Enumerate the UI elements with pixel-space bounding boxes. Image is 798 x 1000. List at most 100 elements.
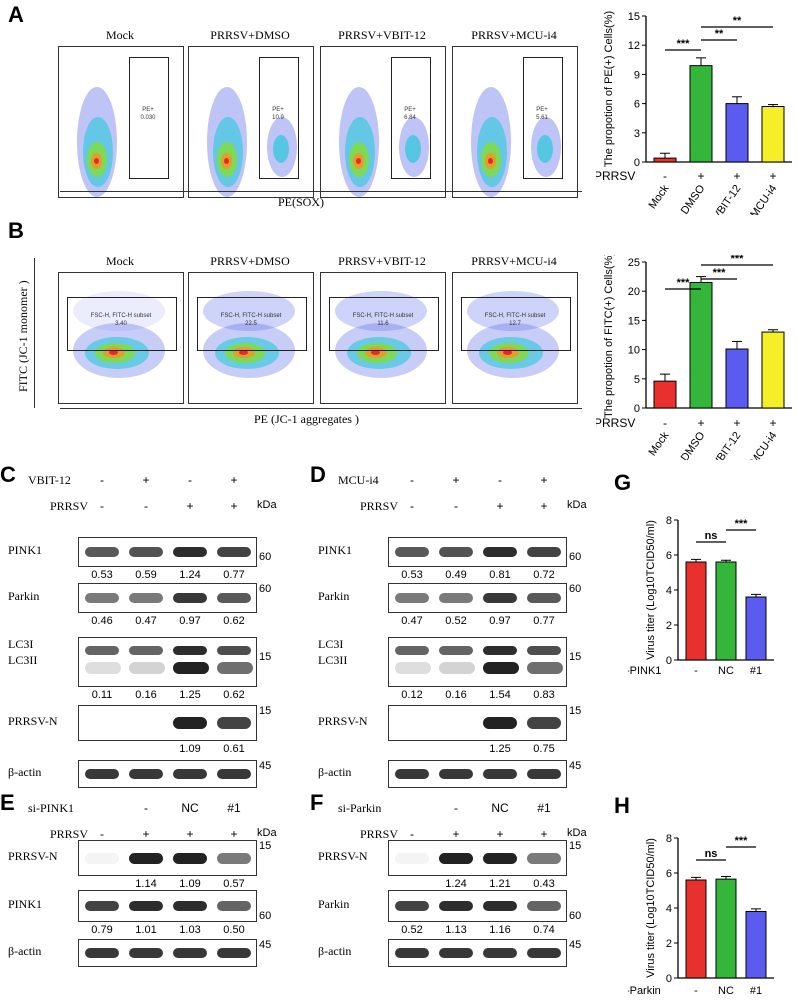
F-blot-value-0-3: 0.43	[533, 878, 555, 890]
F-band-2-1	[439, 948, 473, 958]
B-gate-value-3: 12.7	[509, 321, 521, 327]
A-bar-bar-0	[653, 157, 677, 163]
E-blot-name-1: PINK1	[8, 897, 43, 911]
C-band-0-0	[85, 547, 119, 557]
chart-g: 0 2 4 6 8 Virus titer (Log10TCID50/ml) ns *** si…	[628, 515, 774, 677]
F-band-0-0	[395, 853, 429, 864]
A-bar-category-0: Mock	[647, 182, 672, 211]
F-band-0-2	[483, 853, 517, 864]
D-blot-4	[388, 760, 567, 788]
D-blot-value-1-0: 0.47	[401, 615, 423, 627]
B-gate-1	[197, 297, 307, 351]
G-bar-bar-0	[685, 561, 707, 661]
D-blot-mw-0: 60	[569, 551, 582, 563]
A-gate-name-2: PE+	[404, 107, 416, 113]
E-blot-value-1-2: 1.03	[179, 924, 201, 936]
E-blot-mw-2: 45	[259, 939, 272, 951]
C-blot-name-4: β-actin	[8, 765, 42, 779]
D-band-2-1	[439, 646, 473, 655]
H-bar-ytick-label-3: 6	[666, 868, 672, 880]
C-band-2-0	[85, 646, 119, 655]
B-flow-title-1: PRRSV+DMSO	[210, 254, 290, 268]
A-bar-ytick-label-5: 15	[628, 11, 640, 23]
B-bar-category-0: Mock	[647, 429, 672, 458]
E-band-0-3	[217, 853, 251, 864]
F-treat1-sign-3: #1	[537, 801, 551, 815]
D-band-1-0	[395, 593, 429, 603]
A-flow-title-1: PRRSV+DMSO	[210, 28, 290, 42]
E-blot-0	[78, 840, 257, 876]
D-blot-value-0-2: 0.81	[489, 569, 511, 581]
H-bar-ylabel: Virus titer (Log10TCID50/ml)	[645, 838, 657, 978]
C-treat1-label: VBIT-12	[28, 473, 71, 487]
C-band-2-1	[129, 646, 163, 655]
E-blot-mw-1: 60	[259, 910, 272, 922]
C-band-4-3	[217, 769, 251, 779]
A-density-1-4	[224, 158, 229, 164]
B-bar-sig-label-0: ***	[677, 277, 691, 289]
D-blot-value-1-1: 0.52	[445, 615, 467, 627]
F-band-1-0	[395, 901, 429, 911]
E-band-1-2	[173, 901, 207, 911]
G-bar-bar-2	[745, 596, 767, 661]
E-treat2-sign-3: +	[230, 827, 238, 841]
B-bar-category-2: VBIT-12	[711, 430, 744, 460]
A-bar-ylabel: The propotion of PE(+) Cells(%)	[603, 11, 615, 167]
D-treat1-sign-2: -	[498, 473, 502, 487]
H-bar-ytick-label-2: 4	[666, 903, 672, 915]
C-band-2-4	[85, 662, 121, 674]
D-band-3-3	[527, 717, 561, 729]
A-density-pos2-2	[405, 135, 421, 163]
C-blot-mw-0: 60	[259, 551, 272, 563]
C-band-0-3	[217, 547, 251, 557]
D-band-4-0	[395, 769, 429, 779]
H-bar-ytick-label-1: 2	[666, 938, 672, 950]
D-band-4-3	[527, 769, 561, 779]
F-treat2-label: PRRSV	[360, 827, 399, 841]
B-gate-2	[329, 297, 439, 351]
A-flow-title-0: Mock	[106, 28, 134, 42]
A-gate-3	[523, 57, 563, 179]
C-treat2-sign-1: -	[144, 499, 148, 513]
D-blot-value-0-3: 0.72	[533, 569, 555, 581]
C-band-1-0	[85, 593, 119, 603]
E-treat2-sign-2: +	[186, 827, 194, 841]
C-blot-value-2-2: 1.25	[179, 689, 201, 701]
D-band-2-2	[483, 646, 517, 655]
D-blot-name-3: PRRSV-N	[318, 714, 368, 728]
F-band-2-3	[527, 948, 561, 958]
C-treat1-sign-2: -	[188, 473, 192, 487]
A-bar-ytick-label-4: 12	[628, 40, 640, 52]
C-blot-name-3: PRRSV-N	[8, 714, 58, 728]
E-band-0-1	[129, 853, 163, 864]
C-blot-4	[78, 760, 257, 788]
C-band-2-6	[173, 662, 209, 674]
B-bar-bar-1	[689, 281, 713, 409]
F-blot-value-1-0: 0.52	[401, 924, 423, 936]
E-band-0-2	[173, 853, 207, 864]
E-blot-name-2: β-actin	[8, 944, 42, 958]
C-band-2-7	[217, 662, 253, 674]
panel-b-axis-line	[60, 408, 582, 409]
E-band-1-0	[85, 901, 119, 911]
G-bar-ylabel: Virus titer (Log10TCID50/ml)	[645, 520, 657, 660]
A-gate-1	[259, 57, 299, 179]
H-bar-group-label: si-Parkin	[628, 985, 661, 997]
B-bar-bar-2	[725, 348, 749, 409]
A-bar-sig-label-2: **	[733, 15, 742, 27]
D-band-1-2	[483, 593, 517, 603]
C-blot-value-0-1: 0.59	[135, 569, 157, 581]
A-flow-plot-0: PE+ 0.030	[58, 46, 184, 198]
C-band-4-2	[173, 769, 207, 779]
E-band-2-1	[129, 948, 163, 958]
E-blot-2	[78, 939, 257, 967]
C-blot-mw-4: 45	[259, 760, 272, 772]
C-band-2-2	[173, 646, 207, 655]
A-bar-group-sign-0: -	[663, 169, 667, 183]
A-bar-ytick-label-3: 9	[634, 69, 640, 81]
F-band-1-3	[527, 901, 561, 911]
F-blot-value-1-3: 0.74	[533, 924, 555, 936]
F-treat2-sign-1: +	[452, 827, 460, 841]
D-blot-mw-3: 15	[569, 705, 582, 717]
B-bar-ytick-label-3: 15	[628, 315, 640, 327]
